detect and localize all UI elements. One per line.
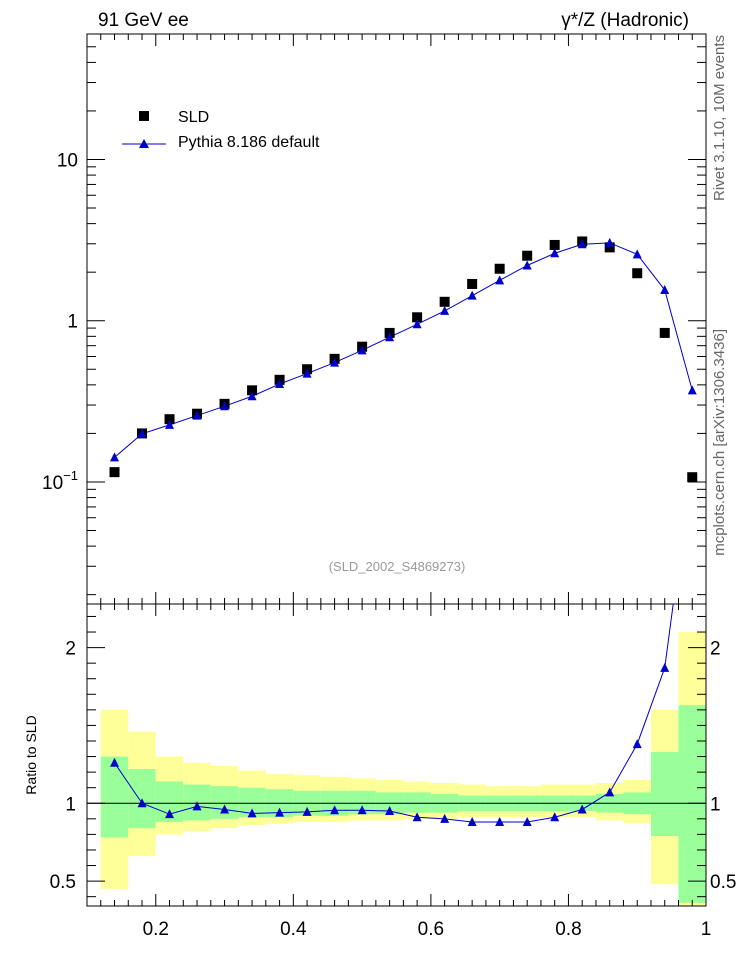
x-tick-label: 0.4	[280, 919, 307, 940]
sld-point	[412, 312, 423, 323]
ratio-point	[192, 801, 202, 811]
pythia-point	[247, 391, 257, 401]
pythia-point	[357, 345, 367, 355]
pythia-line	[114, 242, 693, 458]
x-tick-label: 1	[701, 919, 712, 940]
pythia-point	[165, 419, 175, 429]
sld-point	[522, 250, 533, 261]
main-plot-marks	[109, 236, 698, 483]
y-tick-label: 1	[67, 312, 78, 333]
legend-label-pythia: Pythia 8.186 default	[178, 134, 320, 151]
ratio-point	[522, 816, 532, 826]
band-inner	[403, 792, 431, 813]
legend-marker-sld	[139, 111, 149, 121]
ratio-plot-frame	[86, 603, 707, 907]
ratio-y-tick-label-left: 0.5	[50, 872, 76, 893]
pythia-point	[687, 385, 697, 395]
ratio-y-tick-label-right: 2	[710, 639, 721, 660]
ratio-point	[660, 662, 670, 672]
ratio-point	[385, 806, 395, 816]
pythia-point	[110, 452, 120, 462]
side-text-mcplots: mcplots.cern.ch [arXiv:1306.3436]	[711, 329, 728, 556]
y-tick-label: 10	[57, 150, 78, 171]
sld-point	[632, 268, 643, 279]
header-left-title: 91 GeV ee	[98, 10, 189, 31]
pythia-point	[275, 379, 285, 389]
pythia-point	[137, 428, 147, 438]
sld-point	[604, 242, 615, 253]
header-right-title: γ*/Z (Hadronic)	[561, 10, 689, 31]
pythia-point	[632, 249, 642, 259]
ratio-point	[412, 812, 422, 822]
ratio-point	[165, 809, 175, 819]
pythia-point	[660, 285, 670, 295]
pythia-point	[440, 305, 450, 315]
ratio-y-tick-label-right: 0.5	[710, 872, 736, 893]
y-tick-label: 10−1	[42, 468, 78, 494]
pythia-point	[577, 239, 587, 249]
ratio-line	[114, 604, 674, 823]
sld-point	[687, 472, 698, 483]
legend-marker-pythia	[139, 139, 149, 148]
ratio-point	[550, 812, 560, 822]
ratio-point	[467, 816, 477, 826]
ratio-y-tick-label-left: 1	[65, 794, 76, 815]
band-inner	[678, 705, 706, 903]
ratio-y-tick-label-left: 2	[65, 639, 76, 660]
ratio-uncertainty-bands	[100, 632, 706, 906]
ratio-point	[357, 805, 367, 815]
pythia-point	[302, 368, 312, 378]
pythia-point	[495, 275, 505, 285]
side-text-rivet: Rivet 3.1.10, 10M events	[711, 35, 728, 201]
band-inner	[100, 756, 129, 838]
sld-point	[109, 467, 120, 478]
sld-point	[494, 263, 505, 274]
ratio-point	[220, 804, 230, 814]
ratio-point	[632, 739, 642, 749]
pythia-point	[385, 332, 395, 342]
ratio-point	[440, 813, 450, 823]
x-tick-label: 0.2	[143, 919, 169, 940]
pythia-point	[550, 248, 560, 258]
legend: SLD Pythia 8.186 default	[122, 109, 320, 151]
ratio-ylabel: Ratio to SLD	[23, 715, 39, 794]
pythia-point	[330, 357, 340, 367]
axis-ticks	[86, 33, 707, 906]
band-inner	[348, 790, 376, 815]
ratio-point	[247, 808, 257, 818]
tick-labels: 10−1 1 10 0.5 0.5 1 1 2 2 0.2 0.4 0.6 0.8 1	[42, 150, 736, 940]
pythia-point	[412, 319, 422, 329]
ratio-y-tick-label-right: 1	[710, 794, 721, 815]
ratio-point	[137, 798, 147, 808]
ratio-point	[605, 787, 615, 797]
pythia-point	[220, 401, 230, 411]
pythia-point	[522, 260, 532, 270]
x-tick-label: 0.6	[418, 919, 444, 940]
sld-point	[247, 385, 258, 396]
ratio-point	[495, 816, 505, 826]
ratio-plot-marks	[110, 604, 674, 826]
ratio-point	[275, 807, 285, 817]
legend-label-sld: SLD	[178, 109, 209, 126]
sld-point	[439, 296, 450, 307]
ratio-point	[330, 805, 340, 815]
ratio-point	[110, 757, 120, 767]
sld-point	[549, 239, 560, 250]
ratio-point	[302, 806, 312, 816]
sld-point	[164, 414, 175, 425]
watermark: (SLD_2002_S4869273)	[329, 559, 466, 574]
pythia-point	[605, 237, 615, 247]
sld-point	[467, 278, 478, 289]
band-inner	[210, 786, 239, 819]
pythia-point	[467, 290, 477, 300]
x-tick-label: 0.8	[555, 919, 581, 940]
pythia-point	[192, 410, 202, 420]
band-inner	[650, 751, 679, 836]
ratio-point	[577, 804, 587, 814]
sld-point	[659, 327, 670, 338]
